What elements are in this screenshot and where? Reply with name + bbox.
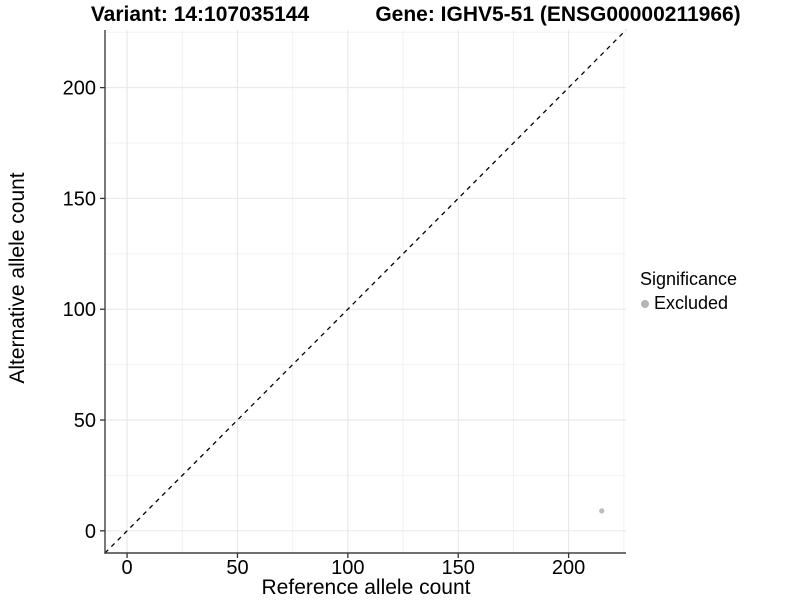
data-point-excluded [599, 508, 605, 514]
legend-item-label: Excluded [654, 293, 729, 313]
y-tick-label: 0 [85, 521, 96, 543]
x-tick-label: 50 [226, 557, 248, 579]
x-tick-label: 100 [331, 557, 364, 579]
y-tick-label: 50 [74, 410, 96, 432]
y-tick-label: 150 [63, 188, 96, 210]
y-tick-label: 200 [63, 78, 96, 100]
x-tick-label: 150 [442, 557, 475, 579]
y-axis-title: Alternative allele count [6, 172, 29, 384]
legend-item-excluded: Excluded [640, 293, 737, 314]
x-tick-label: 0 [122, 557, 133, 579]
x-tick-label: 200 [552, 557, 585, 579]
legend-title: Significance [640, 269, 738, 289]
legend: Significance Excluded [640, 269, 737, 314]
plot-title-variant: Variant: 14:107035144 [90, 3, 310, 26]
x-axis-title: Reference allele count [261, 576, 471, 599]
y-tick-label: 100 [63, 299, 96, 321]
identity-line [104, 29, 627, 554]
excluded-point-swatch-icon [641, 299, 649, 308]
plot-title-gene: Gene: IGHV5-51 (ENSG00000211966) [375, 3, 741, 26]
